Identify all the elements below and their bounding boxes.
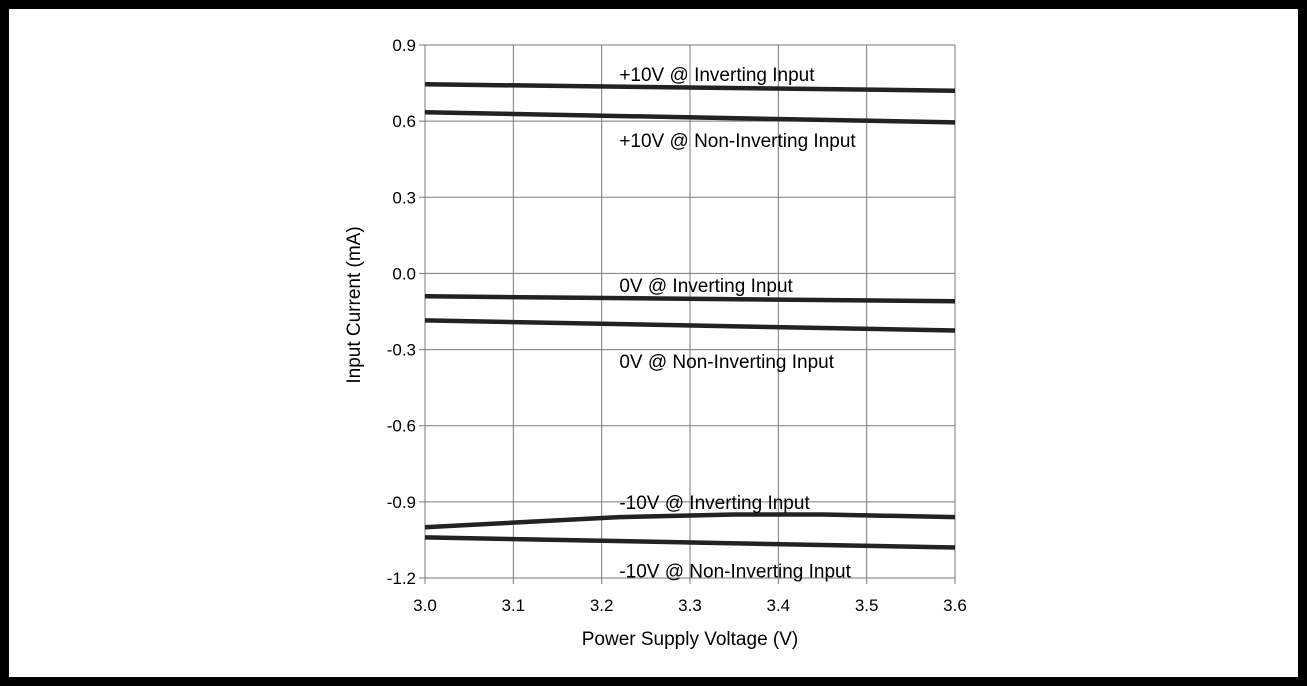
y-tick-label: -0.9 — [387, 493, 416, 512]
x-axis-label: Power Supply Voltage (V) — [582, 629, 799, 650]
x-tick-label: 3.6 — [943, 596, 967, 615]
y-tick-label: 0.9 — [392, 36, 416, 55]
series-line-3 — [424, 294, 956, 304]
series-line-1 — [424, 82, 956, 93]
y-tick-label: 0.6 — [392, 112, 416, 131]
series-annotation: -10V @ Non-Inverting Input — [619, 561, 851, 582]
series-line-5 — [424, 512, 956, 530]
x-tick-label: 3.3 — [678, 596, 702, 615]
series-annotation: +10V @ Inverting Input — [619, 65, 815, 86]
y-tick-label: -0.3 — [387, 341, 416, 360]
series-annotation: +10V @ Non-Inverting Input — [619, 131, 856, 152]
y-tick-label: -1.2 — [387, 569, 416, 588]
series-line-2 — [424, 110, 956, 125]
series-line-4 — [424, 318, 956, 333]
series-annotations: +10V @ Inverting Input +10V @ Non-Inverti… — [619, 65, 856, 582]
grid — [419, 44, 956, 584]
series-annotation: 0V @ Non-Inverting Input — [619, 352, 834, 373]
tick-labels: 3.0 3.1 3.2 3.3 3.4 3.5 3.6 0.9 0.6 0.3 0.0 -0.3 -0.… — [387, 36, 967, 615]
series-annotation: -10V @ Inverting Input — [619, 493, 810, 514]
x-tick-label: 3.0 — [413, 596, 437, 615]
y-axis-label: Input Current (mA) — [344, 226, 365, 383]
x-tick-label: 3.4 — [767, 596, 791, 615]
x-tick-label: 3.5 — [855, 596, 879, 615]
y-tick-label: 0.0 — [392, 264, 416, 283]
series-lines — [424, 82, 956, 550]
x-tick-label: 3.2 — [590, 596, 614, 615]
x-tick-label: 3.1 — [502, 596, 526, 615]
series-line-6 — [424, 535, 956, 550]
y-tick-label: 0.3 — [392, 188, 416, 207]
y-tick-label: -0.6 — [387, 417, 416, 436]
series-annotation: 0V @ Inverting Input — [619, 276, 793, 297]
